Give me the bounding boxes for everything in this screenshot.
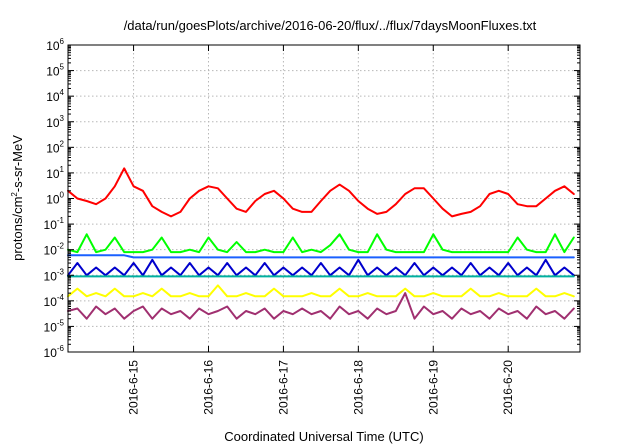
y-tick-label: 10-5 bbox=[44, 318, 65, 334]
y-tick-label: 103 bbox=[46, 114, 64, 130]
x-tick-label: 2016-6-19 bbox=[426, 360, 440, 415]
y-tick-label: 106 bbox=[46, 37, 64, 53]
y-tick-label: 100 bbox=[46, 191, 64, 207]
y-tick-label: 104 bbox=[46, 88, 64, 104]
x-tick-label: 2016-6-18 bbox=[351, 360, 365, 415]
y-tick-label: 10-3 bbox=[44, 267, 65, 283]
y-axis-label: protons/cm2-s-sr-MeV bbox=[10, 135, 25, 261]
series-line bbox=[67, 284, 575, 298]
x-tick-label: 2016-6-17 bbox=[276, 360, 290, 415]
y-tick-label: 10-6 bbox=[44, 344, 65, 360]
series-line bbox=[67, 258, 575, 277]
y-tick-label: 102 bbox=[46, 139, 64, 155]
y-tick-label: 101 bbox=[46, 165, 64, 181]
x-tick-label: 2016-6-15 bbox=[127, 360, 141, 415]
y-axis: 10-6 10-5 10-4 10-3 10-2 10-1 100 101 102 103 104 1… bbox=[44, 37, 580, 360]
x-tick-label: 2016-6-20 bbox=[501, 360, 515, 415]
y-tick-label: 10-1 bbox=[44, 216, 65, 232]
y-tick-label: 10-4 bbox=[44, 293, 65, 309]
series-layer bbox=[67, 167, 575, 320]
chart-title: /data/run/goesPlots/archive/2016-06-20/f… bbox=[124, 18, 537, 33]
y-tick-label: 105 bbox=[46, 63, 64, 79]
y-tick-label: 10-2 bbox=[44, 242, 65, 258]
x-axis-label: Coordinated Universal Time (UTC) bbox=[224, 429, 423, 444]
series-line bbox=[67, 292, 575, 320]
series-line bbox=[67, 167, 575, 218]
x-tick-label: 2016-6-16 bbox=[201, 360, 215, 415]
x-axis: 2016-6-15 2016-6-16 2016-6-17 2016-6-18 2016… bbox=[127, 45, 515, 415]
series-line bbox=[67, 233, 575, 254]
series-line bbox=[67, 254, 575, 259]
